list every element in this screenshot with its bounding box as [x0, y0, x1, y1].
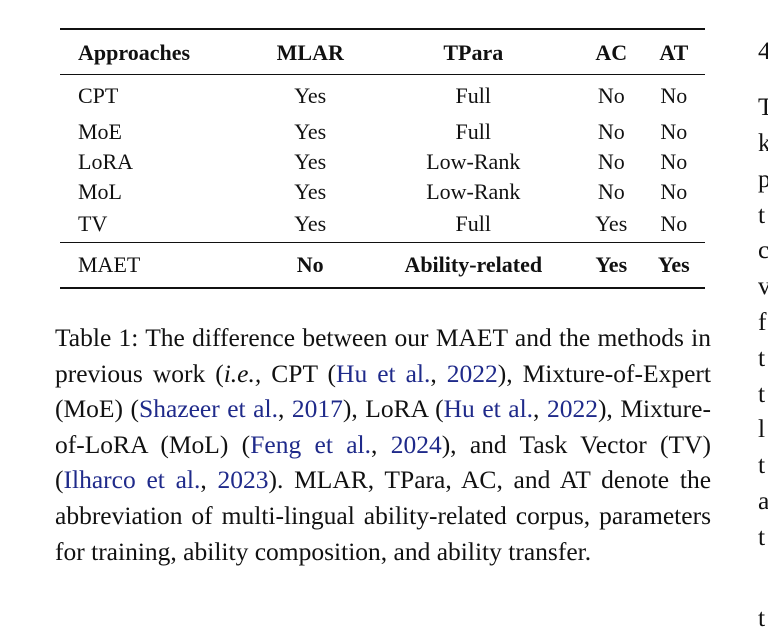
- clipped-glyph: 4: [758, 36, 768, 65]
- caption-ie: i.e.,: [223, 358, 262, 388]
- table-row: MoE Yes Full No No: [60, 117, 705, 147]
- citation-link[interactable]: 2023: [218, 465, 269, 494]
- citation-link[interactable]: 2017: [292, 394, 343, 423]
- clipped-glyph: v: [758, 271, 768, 300]
- cell-approach: MoE: [78, 119, 122, 144]
- citation-year: 2022: [446, 358, 498, 388]
- clipped-glyph: l: [758, 414, 766, 443]
- citation-link[interactable]: 2022: [547, 394, 598, 423]
- cell-ac: No: [597, 83, 625, 108]
- table-row: TV Yes Full Yes No: [60, 206, 705, 243]
- header-tpara: TPara: [366, 29, 580, 75]
- clipped-glyph: t: [758, 200, 766, 229]
- citation-author: Hu et al.: [336, 358, 431, 388]
- citation-link[interactable]: Shazeer et al.: [139, 394, 278, 423]
- clipped-glyph: p: [758, 164, 768, 193]
- cell-mlar: Yes: [294, 119, 327, 144]
- cell-mlar: No: [253, 242, 367, 289]
- header-approaches: Approaches: [60, 29, 254, 75]
- caption-text: ,: [533, 394, 547, 424]
- cell-mlar: Yes: [294, 178, 327, 204]
- cell-ac: No: [597, 148, 625, 174]
- clipped-glyph: t: [758, 450, 766, 479]
- cell-at: Yes: [642, 242, 705, 289]
- cell-tpara: Low-Rank: [426, 148, 521, 174]
- cell-at: No: [660, 83, 688, 108]
- cell-mlar: Yes: [294, 211, 327, 237]
- citation-author: Shazeer et al.: [139, 394, 278, 424]
- comparison-table-container: Approaches MLAR TPara AC AT CPT Yes Full…: [60, 28, 705, 289]
- header-mlar: MLAR: [253, 29, 367, 75]
- table-row: CPT Yes Full No No: [60, 75, 705, 118]
- cell-tpara: Low-Rank: [426, 178, 521, 204]
- caption-text: ), LoRA (: [342, 394, 444, 424]
- citation-author: Hu et al.: [443, 394, 534, 424]
- caption-text: ,: [277, 394, 292, 424]
- caption-text: ,: [200, 465, 218, 495]
- clipped-glyph: t: [758, 379, 766, 408]
- table-header-row: Approaches MLAR TPara AC AT: [60, 29, 705, 75]
- clipped-glyph: t: [758, 522, 766, 551]
- cell-tpara: Full: [455, 211, 492, 237]
- comparison-table: Approaches MLAR TPara AC AT CPT Yes Full…: [60, 28, 705, 289]
- caption-text: CPT (: [261, 358, 337, 388]
- cell-tpara: Full: [455, 83, 492, 108]
- citation-year: 2022: [546, 394, 598, 424]
- cell-at: No: [660, 178, 688, 204]
- table-caption: Table 1: The difference between our MAET…: [55, 320, 711, 569]
- clipped-glyph: a: [758, 486, 768, 515]
- citation-link[interactable]: 2022: [447, 359, 498, 388]
- cell-approach: TV: [78, 211, 108, 237]
- clipped-glyph: t: [758, 603, 766, 632]
- cell-at: No: [660, 148, 688, 174]
- cell-at: No: [660, 119, 688, 144]
- citation-author: Feng et al.: [250, 429, 371, 459]
- header-ac: AC: [579, 29, 643, 75]
- table-row: LoRA Yes Low-Rank No No: [60, 147, 705, 177]
- clipped-glyph: T: [758, 92, 768, 121]
- citation-year: 2017: [291, 394, 343, 424]
- caption-text: ), Mixture-of-LoRA (MoL) (: [55, 394, 711, 459]
- clipped-glyph: k: [758, 128, 768, 157]
- citation-year: 2023: [217, 465, 269, 495]
- citation-link[interactable]: Hu et al.: [444, 394, 533, 423]
- caption-text: ,: [430, 358, 447, 388]
- cell-ac: No: [597, 119, 625, 144]
- header-at: AT: [642, 29, 705, 75]
- caption-text: Table 1: The difference between our MAET…: [55, 323, 711, 388]
- caption-text: ,: [371, 429, 391, 459]
- caption-text: ). MLAR, TPara, AC, and AT denote the ab…: [55, 465, 712, 566]
- cell-mlar: Yes: [294, 83, 327, 108]
- citation-link[interactable]: Feng et al.: [250, 430, 371, 459]
- cell-ac: Yes: [579, 242, 643, 289]
- citation-author: Ilharco et al.: [63, 465, 201, 495]
- citation-link[interactable]: 2024: [391, 430, 442, 459]
- clipped-glyph: f: [758, 307, 767, 336]
- citation-link[interactable]: Ilharco et al.: [64, 465, 201, 494]
- cell-approach: CPT: [78, 83, 119, 108]
- table-row-highlight: MAET No Ability-related Yes Yes: [60, 242, 705, 289]
- cell-approach: MoL: [78, 178, 122, 204]
- citation-link[interactable]: Hu et al.: [336, 359, 430, 388]
- cell-tpara: Ability-related: [366, 242, 580, 289]
- cell-ac: Yes: [595, 211, 628, 237]
- clipped-glyph: c: [758, 235, 768, 264]
- caption-text: ), Mixture-of-Expert (MoE) (: [55, 358, 711, 424]
- cell-mlar: Yes: [294, 148, 327, 174]
- citation-year: 2024: [390, 429, 442, 459]
- cell-tpara: Full: [455, 119, 492, 144]
- cell-approach: LoRA: [78, 148, 133, 174]
- caption-text: ), and Task Vector (TV) (: [55, 429, 712, 495]
- cell-ac: No: [597, 178, 625, 204]
- cell-at: No: [660, 211, 688, 237]
- cell-approach: MAET: [60, 242, 254, 289]
- clipped-glyph: t: [758, 343, 766, 372]
- table-row: MoL Yes Low-Rank No No: [60, 177, 705, 207]
